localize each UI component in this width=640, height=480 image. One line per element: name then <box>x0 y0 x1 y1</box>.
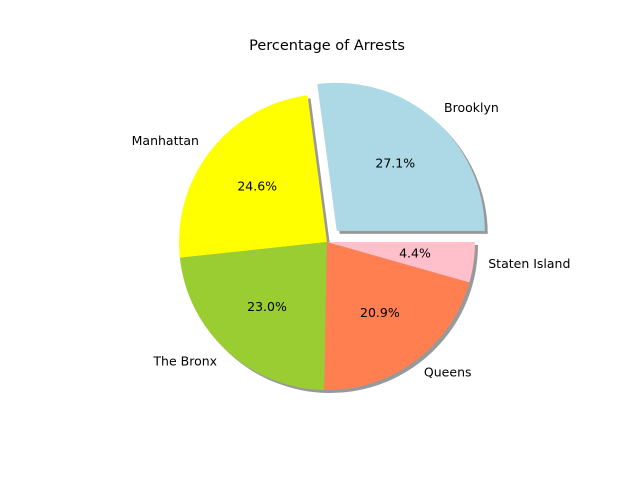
slice-value-queens: 20.9% <box>360 305 400 320</box>
slice-label-manhattan: Manhattan <box>132 133 199 148</box>
slice-value-staten-island: 4.4% <box>399 246 431 261</box>
pie-slice-manhattan <box>179 95 327 258</box>
pie-slice-brooklyn <box>317 82 485 231</box>
label-layer: Brooklyn 27.1% Manhattan 24.6% The Bronx 23.0… <box>132 100 571 379</box>
slice-value-brooklyn: 27.1% <box>375 156 415 171</box>
pie-slice-the-bronx <box>179 242 327 390</box>
chart-title: Percentage of Arrests <box>249 38 405 54</box>
slice-layer <box>179 82 485 390</box>
slice-label-queens: Queens <box>424 364 472 379</box>
pie-slice-staten-island <box>327 242 475 283</box>
pie-slice-queens <box>324 242 470 390</box>
slice-label-brooklyn: Brooklyn <box>444 100 499 115</box>
slice-label-the-bronx: The Bronx <box>152 354 217 369</box>
slice-value-the-bronx: 23.0% <box>247 299 287 314</box>
slice-label-staten-island: Staten Island <box>488 256 570 271</box>
slice-value-manhattan: 24.6% <box>237 179 277 194</box>
